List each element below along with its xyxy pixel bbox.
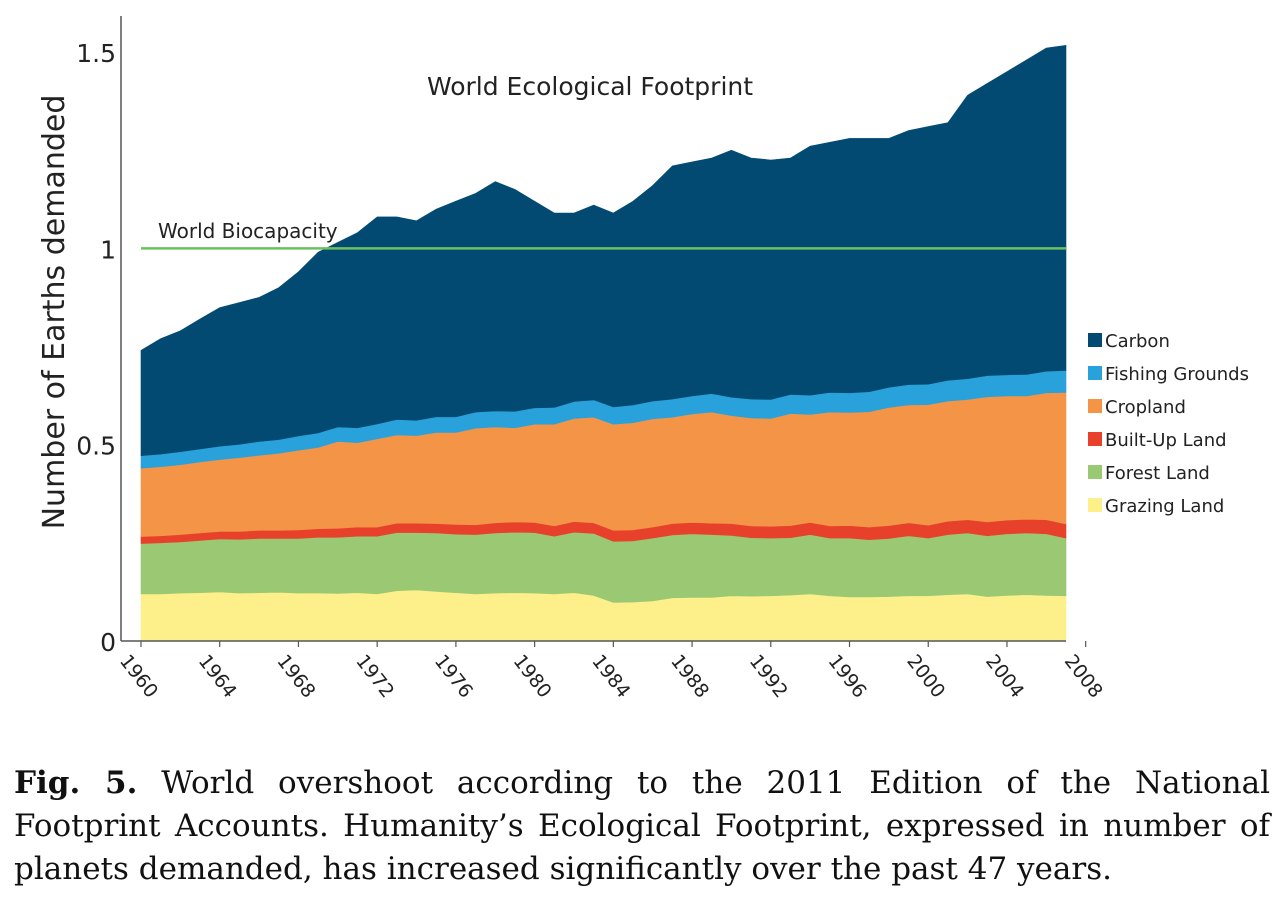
legend-swatch xyxy=(1088,498,1102,512)
x-tick-label: 2008 xyxy=(1060,651,1107,703)
legend-swatch xyxy=(1088,399,1102,413)
x-tick-label: 1992 xyxy=(745,651,792,703)
x-tick-label: 1968 xyxy=(272,651,319,703)
y-axis-label: Number of Earths demanded xyxy=(37,95,72,530)
legend-swatch xyxy=(1088,333,1102,347)
x-tick-label: 1960 xyxy=(115,651,162,703)
legend-label: Forest Land xyxy=(1105,463,1210,484)
legend-label: Cropland xyxy=(1105,397,1186,418)
area-carbon xyxy=(140,44,1067,457)
caption-label: Fig. 5. xyxy=(14,765,138,801)
biocapacity-label: World Biocapacity xyxy=(158,219,338,243)
legend-swatch xyxy=(1088,432,1102,446)
x-tick-label: 2004 xyxy=(981,651,1028,703)
legend-label: Fishing Grounds xyxy=(1105,364,1249,385)
legend-swatch xyxy=(1088,465,1102,479)
area-forest-land xyxy=(140,531,1067,603)
x-tick-label: 1984 xyxy=(587,651,634,703)
caption-text: World overshoot according to the 2011 Ed… xyxy=(14,765,1270,887)
x-tick-label: 1976 xyxy=(430,651,477,703)
y-tick-label: 1.5 xyxy=(76,39,116,68)
legend-label: Built-Up Land xyxy=(1105,430,1227,451)
x-tick-label: 1980 xyxy=(509,651,556,703)
y-tick-label: 1 xyxy=(100,235,116,264)
chart-title: World Ecological Footprint xyxy=(427,72,753,101)
x-tick-label: 1972 xyxy=(351,651,398,703)
area-series-group xyxy=(140,44,1067,642)
y-tick-label: 0.5 xyxy=(76,432,116,461)
stacked-area-chart: 0 0.5 1 1.5 1960 1964 1968 1972 1976 1980 1984 1988… xyxy=(37,16,1249,703)
x-tick-label: 1964 xyxy=(194,651,241,703)
figure-caption: Fig. 5. World overshoot according to the… xyxy=(14,762,1270,891)
legend-swatch xyxy=(1088,366,1102,380)
y-tick-label: 0 xyxy=(100,628,116,657)
x-tick-label: 2000 xyxy=(902,651,949,703)
legend-label: Carbon xyxy=(1105,331,1170,352)
x-tick-label: 1996 xyxy=(824,651,871,703)
legend: Carbon Fishing Grounds Cropland Built-Up La… xyxy=(1088,331,1249,517)
x-tick-label: 1988 xyxy=(666,651,713,703)
legend-label: Grazing Land xyxy=(1105,496,1224,517)
